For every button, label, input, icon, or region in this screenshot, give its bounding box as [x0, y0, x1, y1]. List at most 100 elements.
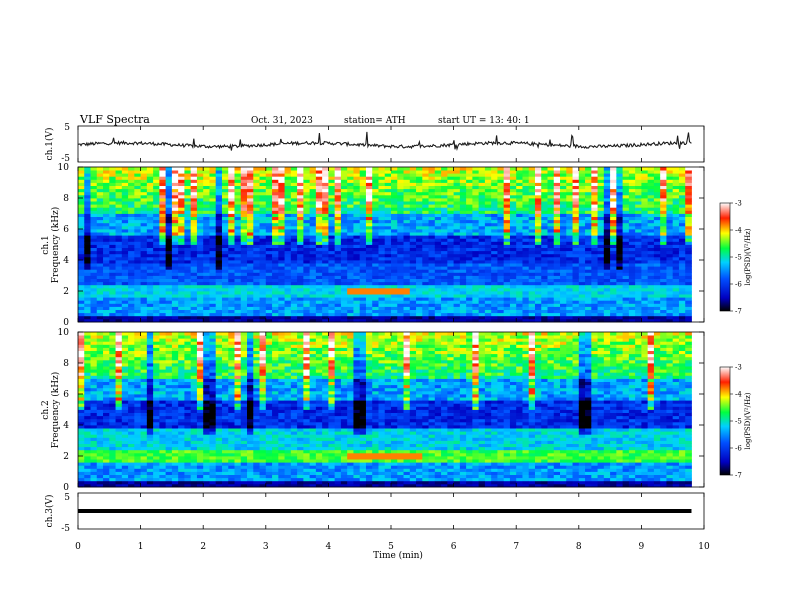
spectrogram-cell — [178, 210, 185, 214]
spectrogram-cell — [309, 291, 317, 295]
spectrogram-cell — [578, 275, 586, 279]
spectrogram-cell — [522, 256, 530, 261]
spectrogram-cell — [434, 238, 442, 242]
spectrogram-cell — [672, 294, 680, 298]
spectrogram-cell — [272, 173, 279, 177]
spectrogram-cell — [353, 173, 361, 177]
spectrogram-cell — [190, 222, 198, 227]
spectrogram-cell — [391, 250, 398, 255]
spectrogram-cell — [472, 219, 480, 224]
spectrogram-cell — [96, 266, 104, 270]
spectrogram-cell — [96, 297, 104, 301]
spectrogram-cell — [478, 210, 486, 214]
spectrogram-cell — [284, 167, 292, 171]
spectrogram-cell — [434, 191, 442, 196]
spectrogram-cell — [616, 266, 624, 270]
spectrogram-cell — [146, 179, 154, 183]
spectrogram-cell — [109, 173, 116, 177]
spectrogram-cell — [497, 278, 505, 283]
spectrogram-cell — [297, 229, 304, 233]
spectrogram-cell — [309, 204, 317, 208]
spectrogram-cell — [272, 188, 279, 193]
spectrogram-cell — [84, 275, 91, 279]
spectrogram-cell — [115, 182, 123, 186]
spectrogram-cell — [453, 241, 461, 245]
spectrogram-cell — [478, 188, 486, 193]
spectrogram-cell — [353, 225, 361, 230]
spectrogram-cell — [466, 229, 473, 233]
spectrogram-cell — [121, 198, 129, 202]
spectrogram-cell — [447, 213, 454, 217]
spectrogram-cell — [591, 182, 598, 186]
spectrogram-cell — [259, 315, 267, 320]
spectrogram-cell — [578, 272, 586, 276]
spectrogram-cell — [560, 294, 567, 298]
spectrogram-cell — [560, 216, 567, 221]
spectrogram-cell — [603, 272, 611, 276]
spectrogram-cell — [365, 216, 373, 221]
spectrogram-cell — [635, 278, 642, 283]
spectrogram-cell — [347, 250, 354, 255]
spectrogram-cell — [672, 201, 680, 205]
spectrogram-cell — [403, 182, 411, 186]
spectrogram-cell — [96, 312, 104, 317]
spectrogram-cell — [516, 204, 523, 208]
spectrogram-cell — [653, 275, 661, 279]
spectrogram-cell — [478, 269, 486, 273]
spectrogram-cell — [391, 241, 398, 245]
spectrogram-cell — [672, 269, 680, 273]
spectrogram-cell — [553, 188, 561, 193]
spectrogram-cell — [678, 244, 686, 248]
spectrogram-cell — [128, 222, 135, 227]
spectrogram-cell — [534, 194, 542, 199]
spectrogram-cell — [560, 213, 567, 217]
spectrogram-cell — [340, 229, 348, 233]
spectrogram-cell — [572, 291, 580, 295]
spectrogram-cell — [228, 318, 235, 323]
spectrogram-cell — [78, 446, 85, 451]
spectrogram-cell — [635, 204, 642, 208]
spectrogram-cell — [428, 238, 436, 242]
spectrogram-cell — [660, 300, 667, 304]
spectrogram-cell — [610, 194, 617, 199]
spectrogram-cell — [90, 294, 98, 298]
spectrogram-cell — [146, 275, 154, 279]
spectrogram-cell — [290, 250, 298, 255]
spectrogram-cell — [340, 244, 348, 248]
spectrogram-cell — [603, 300, 611, 304]
spectrogram-cell — [610, 207, 617, 211]
spectrogram-cell — [78, 356, 85, 361]
spectrogram-cell — [547, 312, 555, 317]
spectrogram-cell — [284, 244, 292, 248]
spectrogram-cell — [178, 281, 185, 286]
spectrogram-cell — [240, 266, 248, 270]
spectrogram-cell — [328, 244, 336, 248]
spectrogram-cell — [509, 219, 517, 224]
spectrogram-cell — [171, 238, 179, 242]
spectrogram-cell — [265, 182, 273, 186]
spectrogram-cell — [215, 247, 223, 252]
spectrogram-cell — [378, 167, 386, 171]
spectrogram-cell — [572, 294, 580, 298]
spectrogram-cell — [315, 281, 323, 286]
spectrogram-cell — [159, 284, 167, 289]
spectrogram-cell — [228, 232, 235, 236]
spectrogram-cell — [253, 260, 260, 264]
spectrogram-cell — [478, 275, 486, 279]
spectrogram-cell — [397, 188, 404, 193]
spectrogram-cell — [140, 272, 148, 276]
spectrogram-cell — [309, 191, 317, 196]
spectrogram-cell — [178, 198, 185, 202]
spectrogram-cell — [572, 179, 580, 183]
spectrogram-cell — [328, 275, 336, 279]
spectrogram-cell — [315, 176, 323, 180]
spectrogram-cell — [96, 253, 104, 258]
spectrogram-cell — [516, 238, 523, 242]
spectrogram-cell — [284, 176, 292, 180]
spectrogram-cell — [434, 170, 442, 174]
spectrogram-cell — [196, 303, 204, 307]
spectrogram-cell — [478, 297, 486, 301]
spectrogram-cell — [209, 284, 217, 289]
spectrogram-cell — [678, 275, 686, 279]
